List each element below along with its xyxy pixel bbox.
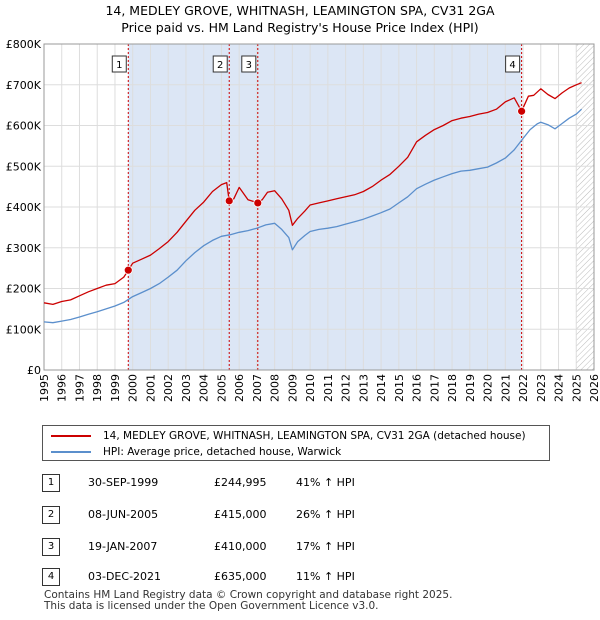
x-tick-label: 2019 bbox=[464, 374, 477, 402]
sale-label-box bbox=[505, 55, 521, 73]
x-tick-label: 1998 bbox=[91, 374, 104, 402]
x-tick-label: 2001 bbox=[144, 374, 157, 402]
sale-number-badge: 1 bbox=[42, 474, 60, 492]
sale-label-number: 1 bbox=[116, 60, 122, 71]
sale-label-box bbox=[241, 55, 257, 73]
x-tick-label: 2003 bbox=[180, 374, 193, 402]
footer: Contains HM Land Registry data © Crown c… bbox=[44, 590, 452, 612]
x-tick-label: 2026 bbox=[588, 374, 600, 402]
x-tick-label: 2022 bbox=[517, 374, 530, 402]
y-tick-label: £200K bbox=[6, 283, 42, 296]
legend-item-property: 14, MEDLEY GROVE, WHITNASH, LEAMINGTON S… bbox=[51, 428, 526, 444]
x-tick-label: 2008 bbox=[269, 374, 282, 402]
sale-point bbox=[123, 265, 133, 275]
x-tick-label: 2017 bbox=[428, 374, 441, 402]
footer-licence: This data is licensed under the Open Gov… bbox=[44, 600, 379, 612]
sale-price: £410,000 bbox=[214, 540, 267, 553]
x-tick-label: 2004 bbox=[198, 374, 211, 402]
legend-line-hpi bbox=[51, 451, 91, 453]
table-row: 2 08-JUN-2005 £415,000 26% ↑ HPI bbox=[42, 506, 582, 526]
x-tick-label: 2012 bbox=[340, 374, 353, 402]
chart-subtitle: Price paid vs. HM Land Registry's House … bbox=[121, 20, 479, 35]
y-tick-label: £700K bbox=[6, 79, 42, 92]
sale-number-badge: 2 bbox=[42, 506, 60, 524]
x-tick-label: 1996 bbox=[56, 374, 69, 402]
x-tick-label: 2005 bbox=[215, 374, 228, 402]
y-tick-label: £600K bbox=[6, 120, 42, 133]
sale-label-box bbox=[212, 55, 228, 73]
legend-label-property: 14, MEDLEY GROVE, WHITNASH, LEAMINGTON S… bbox=[103, 430, 526, 442]
sale-price: £635,000 bbox=[214, 570, 267, 583]
chart-title-block: 14, MEDLEY GROVE, WHITNASH, LEAMINGTON S… bbox=[0, 2, 600, 36]
x-tick-label: 2007 bbox=[251, 374, 264, 402]
table-row: 4 03-DEC-2021 £635,000 11% ↑ HPI bbox=[42, 568, 582, 588]
y-tick-label: £400K bbox=[6, 201, 42, 214]
chart-title-address: 14, MEDLEY GROVE, WHITNASH, LEAMINGTON S… bbox=[105, 3, 495, 18]
plot-frame bbox=[43, 43, 595, 371]
x-tick-label: 2009 bbox=[286, 374, 299, 402]
x-tick-label: 2016 bbox=[411, 374, 424, 402]
x-tick-label: 1997 bbox=[73, 374, 86, 402]
x-tick-label: 2013 bbox=[357, 374, 370, 402]
footer-copyright: Contains HM Land Registry data © Crown c… bbox=[44, 589, 453, 601]
sale-number-badge: 4 bbox=[42, 568, 60, 586]
sale-date: 08-JUN-2005 bbox=[88, 508, 159, 521]
chart-legend: 14, MEDLEY GROVE, WHITNASH, LEAMINGTON S… bbox=[42, 425, 550, 461]
y-tick-label: £100K bbox=[6, 323, 42, 336]
sale-point bbox=[253, 198, 263, 208]
sale-label-number: 2 bbox=[217, 60, 223, 71]
legend-item-hpi: HPI: Average price, detached house, Warw… bbox=[51, 444, 341, 460]
x-tick-label: 2010 bbox=[304, 374, 317, 402]
x-tick-label: 2023 bbox=[535, 374, 548, 402]
sale-point bbox=[517, 106, 527, 116]
sale-hpi-diff: 11% ↑ HPI bbox=[296, 570, 355, 583]
property-series-line bbox=[43, 82, 582, 306]
x-tick-label: 1999 bbox=[109, 374, 122, 402]
sale-label-box bbox=[111, 55, 127, 73]
y-tick-label: £800K bbox=[6, 38, 42, 51]
sale-label-number: 3 bbox=[246, 60, 252, 71]
sale-date: 03-DEC-2021 bbox=[88, 570, 162, 583]
table-row: 3 19-JAN-2007 £410,000 17% ↑ HPI bbox=[42, 538, 582, 558]
legend-label-hpi: HPI: Average price, detached house, Warw… bbox=[103, 446, 342, 458]
y-tick-label: £500K bbox=[6, 160, 42, 173]
x-tick-label: 2018 bbox=[446, 374, 459, 402]
table-row: 1 30-SEP-1999 £244,995 41% ↑ HPI bbox=[42, 474, 582, 494]
sale-number-badge: 3 bbox=[42, 538, 60, 556]
x-tick-label: 2025 bbox=[570, 374, 583, 402]
sale-label-number: 4 bbox=[509, 60, 515, 71]
sale-point bbox=[224, 196, 234, 206]
sale-price: £415,000 bbox=[214, 508, 267, 521]
x-tick-label: 2011 bbox=[322, 374, 335, 402]
x-tick-label: 2024 bbox=[553, 374, 566, 402]
hpi-series-line bbox=[43, 108, 583, 324]
x-tick-label: 2014 bbox=[375, 374, 388, 402]
x-tick-label: 2006 bbox=[233, 374, 246, 402]
price-chart: 1 2 3 4 £0 £100K £200K £300K £400K £500K £600K £700… bbox=[6, 38, 600, 402]
x-tick-label: 2002 bbox=[162, 374, 175, 402]
sale-hpi-diff: 26% ↑ HPI bbox=[296, 508, 355, 521]
y-tick-label: £0 bbox=[27, 364, 41, 377]
y-tick-label: £300K bbox=[6, 242, 42, 255]
x-tick-label: 2020 bbox=[482, 374, 495, 402]
sale-date: 19-JAN-2007 bbox=[88, 540, 158, 553]
x-tick-label: 2015 bbox=[393, 374, 406, 402]
sale-price: £244,995 bbox=[214, 476, 267, 489]
sale-hpi-diff: 17% ↑ HPI bbox=[296, 540, 355, 553]
sale-date: 30-SEP-1999 bbox=[88, 476, 159, 489]
sale-hpi-diff: 41% ↑ HPI bbox=[296, 476, 355, 489]
x-tick-label: 1995 bbox=[38, 374, 51, 402]
x-tick-label: 2021 bbox=[499, 374, 512, 402]
legend-line-property bbox=[51, 435, 91, 437]
x-tick-label: 2000 bbox=[127, 374, 140, 402]
